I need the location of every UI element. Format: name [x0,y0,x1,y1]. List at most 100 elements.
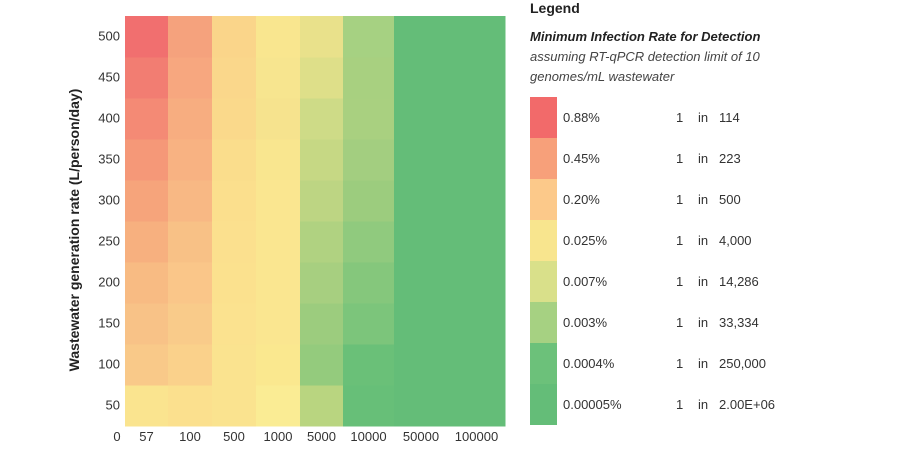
y-tick-label: 450 [98,70,120,85]
heatmap-cell [212,98,257,140]
heatmap-cell [300,262,344,304]
x-tick-labels: 57 100 500 1000 5000 10000 50000 100000 [139,429,498,444]
heatmap-cell [125,262,169,304]
heatmap-cell [256,98,301,140]
legend-one: 1 [676,397,684,412]
heatmap-cell [168,16,213,58]
heatmap-cell [256,57,301,99]
heatmap-cell [300,57,344,99]
y-tick-label: 500 [98,29,120,44]
legend-denominator: 2.00E+06 [719,397,776,412]
heatmap-cell [394,344,449,386]
heatmap-cell [448,180,506,222]
heatmap-cell [394,385,449,427]
heatmap-cell [343,221,395,263]
heatmap-cell [212,180,257,222]
y-tick-label: 400 [98,111,120,126]
heatmap-cell [448,262,506,304]
heatmap-cell [448,344,506,386]
heatmap-cell [343,16,395,58]
legend-percent: 0.20% [563,192,600,207]
heatmap-cell [125,139,169,181]
heatmap-cell [394,221,449,263]
legend-in: in [698,356,709,371]
legend-denominator: 4,000 [719,233,752,248]
y-tick-label: 200 [98,275,120,290]
heatmap-cell [394,180,449,222]
heatmap-cell [448,98,506,140]
heatmap-cell [448,139,506,181]
legend-swatch [530,97,557,138]
heatmap-cell [256,344,301,386]
legend-swatch [530,220,557,261]
heatmap-chart: 50 100 150 200 250 300 350 400 450 500 57 100 500 10… [66,16,506,444]
legend-in: in [698,110,709,125]
x-tick-label: 50000 [403,429,439,444]
heatmap-cell [394,262,449,304]
legend-denominator: 500 [719,192,741,207]
heatmap-cell [168,57,213,99]
x-tick-label: 57 [139,429,153,444]
heatmap-cell [256,262,301,304]
x-tick-label: 5000 [307,429,336,444]
y-tick-label: 150 [98,316,120,331]
heatmap-cell [448,221,506,263]
heatmap-cell [125,344,169,386]
heatmap-cell [168,385,213,427]
heatmap-cell [300,98,344,140]
heatmap-cell [212,262,257,304]
heatmap-cell [300,180,344,222]
heatmap-cell [212,303,257,345]
legend-swatch [530,138,557,179]
x-tick-label: 100000 [455,429,498,444]
heatmap-cell [256,139,301,181]
heatmap-cell [125,303,169,345]
legend-denominator: 14,286 [719,274,759,289]
legend-in: in [698,151,709,166]
y-tick-label: 250 [98,234,120,249]
heatmap-cell [256,385,301,427]
legend-percent: 0.003% [563,315,608,330]
heatmap-cell [300,303,344,345]
x-tick-label: 1000 [264,429,293,444]
heatmap-cell [300,139,344,181]
y-tick-label: 100 [98,357,120,372]
y-tick-label: 50 [106,398,120,413]
heatmap-cell [125,16,169,58]
legend-one: 1 [676,356,684,371]
heatmap-cell [394,303,449,345]
heatmap-cell [212,221,257,263]
legend-one: 1 [676,315,684,330]
legend-percent: 0.025% [563,233,608,248]
heatmap-cell [256,180,301,222]
legend-denominator: 114 [719,110,740,125]
legend-swatch [530,384,557,425]
legend-swatch [530,343,557,384]
heatmap-cell [168,344,213,386]
heatmap-cell [212,344,257,386]
legend-one: 1 [676,110,684,125]
legend-one: 1 [676,274,684,289]
heatmap-cell [343,139,395,181]
legend-denominator: 223 [719,151,741,166]
legend-swatch [530,261,557,302]
legend-denominator: 250,000 [719,356,766,371]
heatmap-cell [212,16,257,58]
heatmap-cell [125,57,169,99]
y-tick-label: 350 [98,152,120,167]
heatmap-cell [343,303,395,345]
legend-swatch [530,302,557,343]
heatmap-cell [256,303,301,345]
heatmap-cell [394,98,449,140]
heatmap-cell [448,385,506,427]
legend-percent: 0.007% [563,274,608,289]
legend-swatch [530,179,557,220]
x-tick-label: 10000 [350,429,386,444]
heatmap-cell [125,180,169,222]
legend-in: in [698,274,709,289]
heatmap-cell [343,262,395,304]
heatmap-cell [125,221,169,263]
heatmap-cell [256,221,301,263]
y-axis-title: Wastewater generation rate (L/person/day… [66,89,82,372]
heatmap-cell [343,385,395,427]
